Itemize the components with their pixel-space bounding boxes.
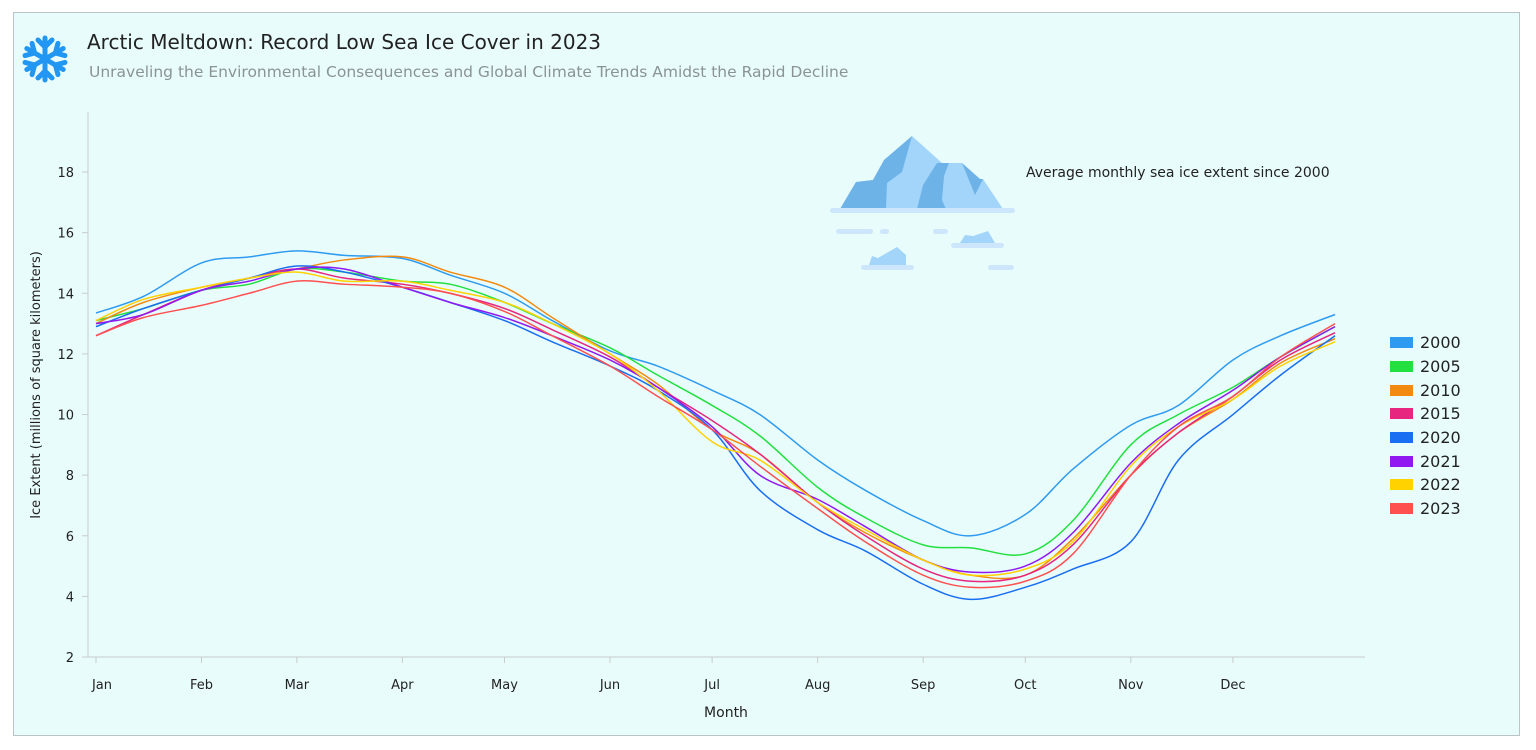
series-line-2023: [95, 280, 1336, 589]
legend-item-2000[interactable]: 2000: [1390, 331, 1461, 355]
series-line-2021: [95, 266, 1336, 574]
y-axis-label: Ice Extent (millions of square kilometer…: [29, 251, 44, 519]
y-tick-label: 8: [66, 469, 74, 484]
series-line-2020: [95, 265, 1336, 601]
x-tick-label: Apr: [391, 678, 414, 693]
x-tick-label: Jan: [91, 678, 112, 693]
legend-swatch: [1390, 361, 1413, 373]
x-tick-label: Nov: [1118, 678, 1144, 693]
y-tick-label: 14: [57, 287, 74, 302]
legend-item-2005[interactable]: 2005: [1390, 355, 1461, 379]
y-tick-label: 4: [66, 590, 74, 605]
series-line-2022: [95, 271, 1336, 577]
y-tick-label: 12: [57, 348, 74, 363]
legend-swatch: [1390, 384, 1413, 396]
legend-item-2015[interactable]: 2015: [1390, 402, 1461, 426]
legend-label: 2010: [1420, 380, 1461, 400]
legend-item-2023[interactable]: 2023: [1390, 497, 1461, 521]
legend: 2000 2005 2010 2015 2020 2021 2022 2023: [1390, 331, 1461, 521]
x-tick-label: May: [491, 678, 518, 693]
legend-item-2022[interactable]: 2022: [1390, 473, 1461, 497]
y-tick-label: 2: [66, 651, 74, 666]
snowflake-icon: [20, 35, 70, 84]
annotation-text: Average monthly sea ice extent since 200…: [1026, 165, 1330, 181]
x-tick-label: Sep: [911, 678, 936, 693]
legend-swatch: [1390, 503, 1413, 515]
y-tick-label: 6: [66, 530, 74, 545]
x-tick-label: Jul: [703, 678, 720, 693]
legend-label: 2000: [1420, 333, 1461, 353]
x-tick-label: Oct: [1014, 678, 1036, 693]
x-tick-label: Mar: [285, 678, 310, 693]
legend-label: 2023: [1420, 499, 1461, 519]
series-line-2000: [95, 250, 1336, 537]
x-axis-label: Month: [704, 705, 748, 721]
x-tick-label: Feb: [190, 678, 213, 693]
legend-label: 2015: [1420, 404, 1461, 424]
chart-subtitle: Unraveling the Environmental Consequence…: [89, 63, 849, 81]
legend-item-2010[interactable]: 2010: [1390, 378, 1461, 402]
y-tick-label: 16: [57, 227, 74, 242]
legend-label: 2005: [1420, 357, 1461, 377]
legend-swatch: [1390, 479, 1413, 491]
legend-swatch: [1390, 408, 1413, 420]
legend-swatch: [1390, 337, 1413, 349]
legend-label: 2020: [1420, 428, 1461, 448]
x-tick-label: Jun: [599, 678, 620, 693]
legend-swatch: [1390, 432, 1413, 444]
series-line-2015: [95, 268, 1336, 583]
y-tick-label: 18: [57, 166, 74, 181]
x-tick-label: Aug: [805, 678, 830, 693]
legend-item-2020[interactable]: 2020: [1390, 426, 1461, 450]
legend-swatch: [1390, 455, 1413, 467]
legend-label: 2021: [1420, 451, 1461, 471]
iceberg-icon: [830, 136, 1015, 270]
x-tick-label: Dec: [1220, 678, 1245, 693]
chart-title: Arctic Meltdown: Record Low Sea Ice Cove…: [87, 30, 602, 54]
legend-item-2021[interactable]: 2021: [1390, 449, 1461, 473]
legend-label: 2022: [1420, 475, 1461, 495]
y-tick-label: 10: [57, 409, 74, 424]
